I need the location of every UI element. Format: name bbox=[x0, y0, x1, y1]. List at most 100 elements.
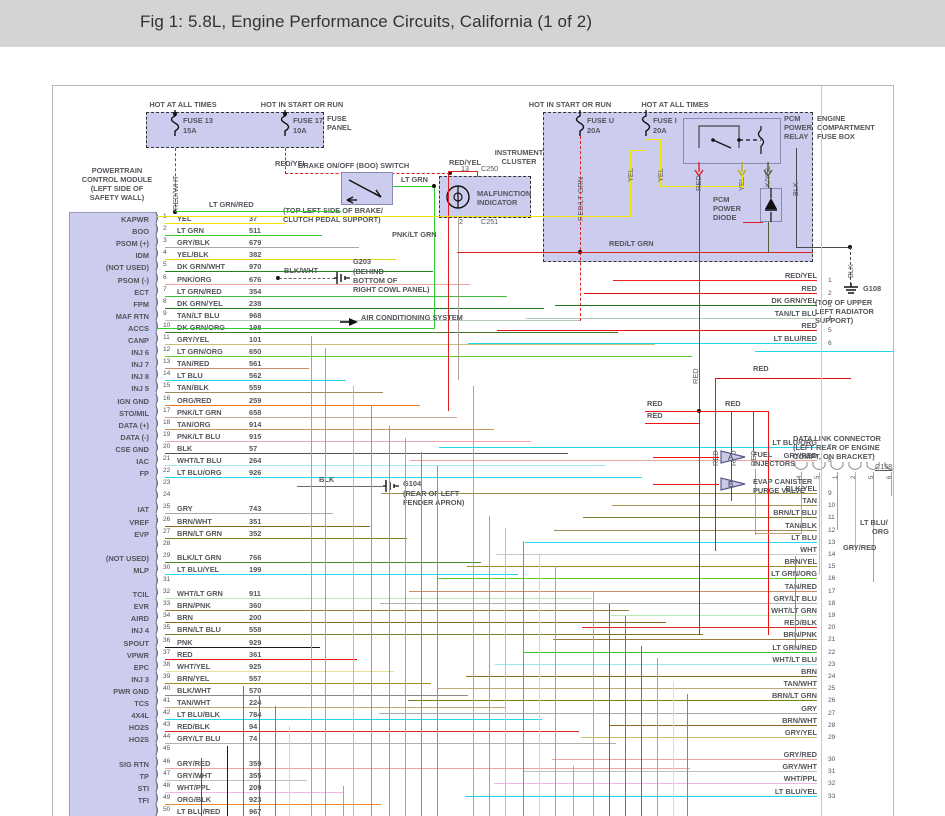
right-pin-number: 21 bbox=[828, 636, 836, 644]
pcm-pin-function: SPOUT bbox=[123, 638, 149, 648]
pcm-pin-bracket: ) bbox=[155, 247, 159, 260]
pcm-pin-circuit-code: 259 bbox=[249, 395, 262, 405]
right-pin-wire-line bbox=[613, 280, 817, 281]
right-pin-row: WHT 14 bbox=[53, 545, 893, 558]
pcm-pin-bracket: ) bbox=[155, 465, 159, 478]
right-pin-row: TAN 10 bbox=[53, 496, 893, 509]
wire-blk-g108-label: BLK bbox=[846, 264, 855, 278]
right-pin-row: GRY/RED 30 bbox=[53, 750, 893, 763]
pcm-pin-number: 15 bbox=[163, 382, 171, 390]
ac-system-label: AIR CONDITIONING SYSTEM bbox=[361, 313, 463, 322]
right-pin-wire-color: GRY/YEL bbox=[784, 728, 817, 737]
pcm-pin-number: 37 bbox=[163, 648, 171, 656]
right-pin-wire-color: TAN/RED bbox=[784, 581, 817, 591]
pcm-pin-wire-color: LT GRN/RED bbox=[177, 286, 222, 296]
pcm-pin-circuit-code: 57 bbox=[249, 443, 258, 453]
wire-red-yel-label-left: RED/YEL bbox=[275, 159, 308, 168]
pcm-pin-circuit-code: 570 bbox=[249, 685, 262, 695]
bus-wire bbox=[505, 528, 506, 816]
right-pin-number: 30 bbox=[828, 756, 836, 763]
right-pin-wire-line bbox=[437, 688, 817, 690]
pcm-pin-row: EPC) 38 WHT/YEL 925 bbox=[53, 659, 793, 673]
dlc-lead-1-h bbox=[755, 533, 802, 534]
pcm-pin-function: EVP bbox=[134, 529, 149, 539]
bus-wire bbox=[593, 591, 594, 816]
pcm-pin-circuit-code: 929 bbox=[249, 637, 262, 647]
pcm-pin-wire-color: DK GRN/WHT bbox=[177, 262, 226, 272]
pcm-pin-wire-color: TAN/LT BLU bbox=[177, 310, 220, 320]
dlc-pin-5: 5 bbox=[869, 475, 875, 479]
pcm-pin-wire-color: PNK bbox=[177, 637, 193, 647]
wire-blk-g104-label: BLK bbox=[319, 475, 335, 484]
pcm-pin-circuit-code: 511 bbox=[249, 226, 261, 236]
fuse-17-label: FUSE 17 bbox=[293, 116, 323, 125]
pcm-pin-number: 16 bbox=[163, 394, 171, 402]
wire-pnk-lt-grn-label: PNK/LT GRN bbox=[392, 230, 437, 239]
pcm-pin-row: TCS) 41 TAN/WHT 224 bbox=[53, 695, 793, 709]
pcm-pin-circuit-code: 679 bbox=[249, 238, 262, 248]
pcm-pin-row: TP) 47 GRY/WHT 355 bbox=[53, 768, 793, 782]
pcm-pin-circuit-code: 74 bbox=[249, 734, 258, 744]
boo-switch-symbol bbox=[346, 179, 382, 204]
right-pin-wire-color: BRN/YEL bbox=[784, 557, 817, 567]
wire-red-yel-to-cluster bbox=[448, 171, 477, 172]
pcm-pin-row: PSOM (+)) 3 GRY/BLK 679 bbox=[53, 235, 793, 249]
bus-wire bbox=[201, 758, 202, 816]
pcm-pin-wire-line bbox=[165, 356, 692, 358]
right-pin-wire-color: RED/BLK bbox=[784, 618, 817, 628]
wire-yel-right bbox=[645, 138, 646, 152]
right-pin-wire-color: RED/YEL bbox=[784, 271, 817, 280]
pcm-pin-bracket: ) bbox=[155, 670, 159, 683]
pcm-pin-wire-color: DK GRN/YEL bbox=[177, 298, 223, 308]
pcm-pin-number: 18 bbox=[163, 418, 171, 426]
pcm-pin-wire-color: BRN bbox=[177, 613, 194, 623]
bus-wire bbox=[437, 466, 438, 816]
right-pin-wire-line bbox=[495, 663, 817, 665]
pcm-pin-wire-line bbox=[165, 779, 307, 781]
pcm-pin-row: STO/MIL) 17 PNK/LT GRN 658 bbox=[53, 405, 793, 419]
bus-wire bbox=[275, 706, 276, 816]
right-pin-row: WHT/LT BLU 23 bbox=[53, 655, 893, 668]
pcm-pin-bracket: ) bbox=[155, 392, 159, 405]
fuel-injectors-label-2: INJECTORS bbox=[753, 459, 796, 468]
pcm-pin-number: 6 bbox=[163, 273, 167, 281]
pcm-pin-wire-line bbox=[165, 743, 616, 745]
right-pin-number: 29 bbox=[828, 734, 836, 741]
svg-text:A: A bbox=[728, 453, 734, 462]
malfunction-indicator-lamp bbox=[446, 185, 470, 209]
pcm-pin-row: CSE GND) 20 BLK 57 bbox=[53, 441, 793, 455]
pcm-pin-wire-color: WHT/LT BLU bbox=[177, 456, 222, 465]
pcm-pin-wire-color: BRN/WHT bbox=[177, 516, 212, 526]
fuse-panel-label-2: PANEL bbox=[327, 123, 352, 132]
dlc-pin-3: 1 bbox=[833, 475, 839, 479]
pcm-pin-wire-line bbox=[165, 610, 629, 612]
pcm-pin-circuit-code: 923 bbox=[249, 794, 262, 804]
wire-pnk-lt-grn-down bbox=[458, 218, 459, 380]
pcm-pin-number: 20 bbox=[163, 442, 171, 450]
right-pin-row: TAN/RED 17 bbox=[53, 581, 893, 595]
dlc-connector-id: C158 bbox=[875, 462, 893, 471]
pcm-pin-row: INJ 4) 35 BRN/LT BLU 558 bbox=[53, 622, 793, 636]
pcm-pin-number: 13 bbox=[163, 358, 171, 366]
wire-red-lt-grn-horizontal bbox=[457, 252, 813, 253]
right-pin-number: 18 bbox=[828, 599, 836, 607]
pcm-pin-bracket: ) bbox=[155, 610, 159, 623]
wire-red-to-evap bbox=[653, 484, 719, 485]
right-pin-number: 22 bbox=[828, 648, 836, 656]
pcm-pin-number: 31 bbox=[163, 576, 171, 583]
pcm-pin-bracket: ) bbox=[155, 525, 159, 538]
pcm-pin-row: MAF RTN) 9 TAN/LT BLU 968 bbox=[53, 308, 793, 322]
pcm-pin-function: ECT bbox=[134, 287, 149, 297]
pcm-pin-bracket: ) bbox=[155, 332, 159, 344]
lt-blu-org-label-1: LT BLU/ bbox=[860, 518, 888, 527]
pcm-pin-bracket: ) bbox=[155, 707, 159, 720]
right-pin-number: 2 bbox=[828, 289, 832, 297]
pcm-pin-bracket: ) bbox=[155, 368, 159, 381]
pcm-pin-circuit-code: 198 bbox=[249, 322, 262, 332]
fuse-13-rating: 15A bbox=[183, 126, 197, 135]
pcm-pin-circuit-code: 561 bbox=[249, 359, 262, 369]
pcm-pin-circuit-code: 200 bbox=[249, 613, 262, 623]
g203-ground-symbol bbox=[334, 272, 350, 284]
pcm-power-diode-symbol bbox=[765, 188, 777, 222]
wire-yel-relay-down bbox=[742, 175, 743, 188]
